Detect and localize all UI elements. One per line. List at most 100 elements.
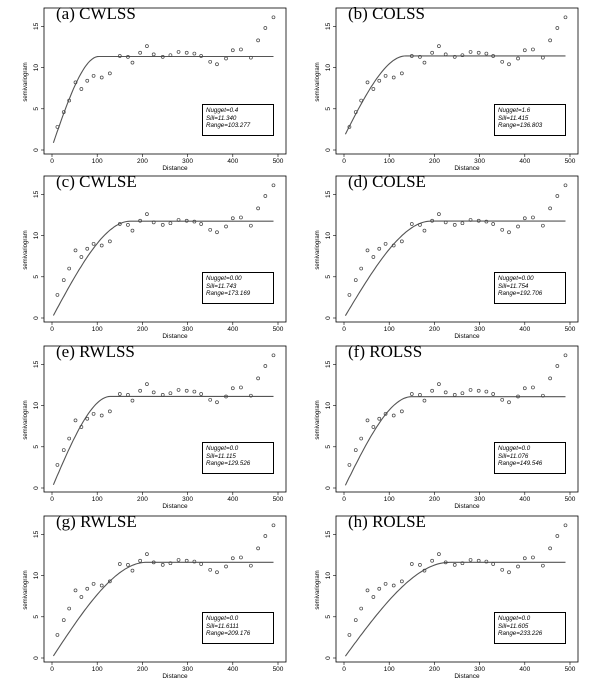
data-point [91, 581, 96, 586]
data-point [391, 75, 396, 80]
nugget-text: Nugget=0.0 [206, 445, 239, 452]
data-point [176, 558, 181, 562]
range-text: Range=209.176 [206, 630, 251, 638]
range-text: Range=103.277 [206, 122, 251, 130]
data-point [383, 411, 388, 416]
data-point [383, 73, 388, 78]
plot-frame [43, 345, 287, 493]
x-tick-label: 200 [137, 666, 148, 673]
data-point [73, 418, 78, 423]
fit-parameters-box: Nugget=0.0 Sill=11.605 Range=233.226 [494, 612, 566, 644]
sill-text: Sill=11.754 [498, 282, 529, 290]
data-point [73, 248, 78, 253]
data-point [79, 425, 84, 429]
data-point [79, 87, 84, 91]
y-tick-label: 10 [33, 64, 40, 72]
range-text: Range=173.169 [206, 290, 251, 298]
panel-label: (e) RWLSS [56, 342, 135, 361]
panel-label: (h) ROLSE [348, 512, 426, 531]
data-point [437, 382, 441, 386]
data-point [365, 80, 370, 85]
data-point [452, 55, 457, 59]
data-point [500, 59, 505, 64]
data-point [541, 55, 545, 60]
data-point [184, 388, 189, 393]
data-point [371, 87, 376, 91]
data-point [230, 216, 235, 221]
semivariogram-chart: 0 100 200 300 400 500 0 5 10 15 Distance semivariog… [23, 7, 287, 172]
x-tick-label: 200 [137, 496, 148, 503]
range-text: Range=129.526 [206, 460, 251, 468]
fit-parameters-box: Nugget=0.00 Sill=11.754 Range=192.706 [494, 272, 566, 304]
x-tick-label: 500 [273, 158, 284, 165]
data-point [199, 392, 204, 396]
data-point [239, 47, 243, 52]
sill-text: Sill=11.076 [498, 452, 529, 460]
y-tick-label: 10 [33, 402, 40, 410]
nugget-text: Nugget=0.0 [206, 615, 239, 622]
data-point [249, 55, 253, 60]
data-point [484, 51, 489, 56]
data-point [145, 212, 149, 216]
data-point [500, 567, 505, 572]
data-point [271, 523, 276, 528]
data-point [108, 579, 112, 584]
data-point [500, 227, 505, 232]
sill-text: Sill=11.743 [206, 282, 237, 290]
x-tick-label: 400 [227, 666, 238, 673]
data-point [516, 56, 520, 61]
range-text: Range=149.546 [498, 460, 543, 468]
data-point [409, 392, 414, 396]
data-point [73, 80, 78, 85]
data-point [555, 26, 560, 30]
fit-parameters-box: Nugget=0.00 Sill=11.743 Range=173.169 [202, 272, 274, 304]
data-point [126, 393, 130, 397]
data-point [491, 562, 496, 566]
y-tick-label: 10 [325, 64, 332, 72]
data-point [430, 388, 434, 393]
x-tick-label: 400 [519, 666, 530, 673]
data-point [430, 50, 434, 55]
data-point [67, 98, 72, 103]
data-point [563, 183, 568, 188]
data-point [347, 293, 352, 297]
data-point [522, 216, 527, 221]
y-axis-label: semivariogram [315, 570, 321, 609]
data-point [224, 394, 228, 399]
data-point [208, 397, 213, 402]
x-tick-label: 400 [227, 496, 238, 503]
data-point [460, 391, 465, 396]
data-point [249, 393, 253, 398]
nugget-text: Nugget=0.0 [498, 445, 531, 452]
data-point [400, 239, 404, 244]
data-point [522, 556, 527, 561]
chart-panel: 0 100 200 300 400 500 0 5 10 15 Distance semivariog… [296, 338, 586, 510]
data-point [176, 50, 181, 54]
y-axis-label: semivariogram [23, 62, 29, 101]
data-point [91, 241, 96, 246]
data-point [377, 78, 382, 83]
data-point [418, 223, 422, 227]
x-tick-label: 100 [384, 158, 395, 165]
data-point [224, 56, 228, 61]
x-tick-label: 400 [519, 158, 530, 165]
x-tick-label: 200 [429, 666, 440, 673]
data-point [443, 52, 448, 57]
x-tick-label: 300 [182, 666, 193, 673]
data-point [359, 98, 364, 103]
data-point [359, 436, 364, 441]
data-point [263, 26, 268, 30]
data-point [383, 241, 388, 246]
data-point [555, 534, 560, 538]
data-point [500, 397, 505, 402]
data-point [239, 555, 243, 560]
data-point [430, 218, 434, 223]
data-point [192, 389, 197, 394]
x-tick-label: 300 [182, 496, 193, 503]
data-point [160, 55, 165, 59]
data-point [85, 586, 90, 591]
panel-label: (g) RWLSE [56, 512, 137, 531]
data-point [347, 463, 352, 467]
y-axis-label: semivariogram [315, 230, 321, 269]
data-point [160, 393, 165, 397]
